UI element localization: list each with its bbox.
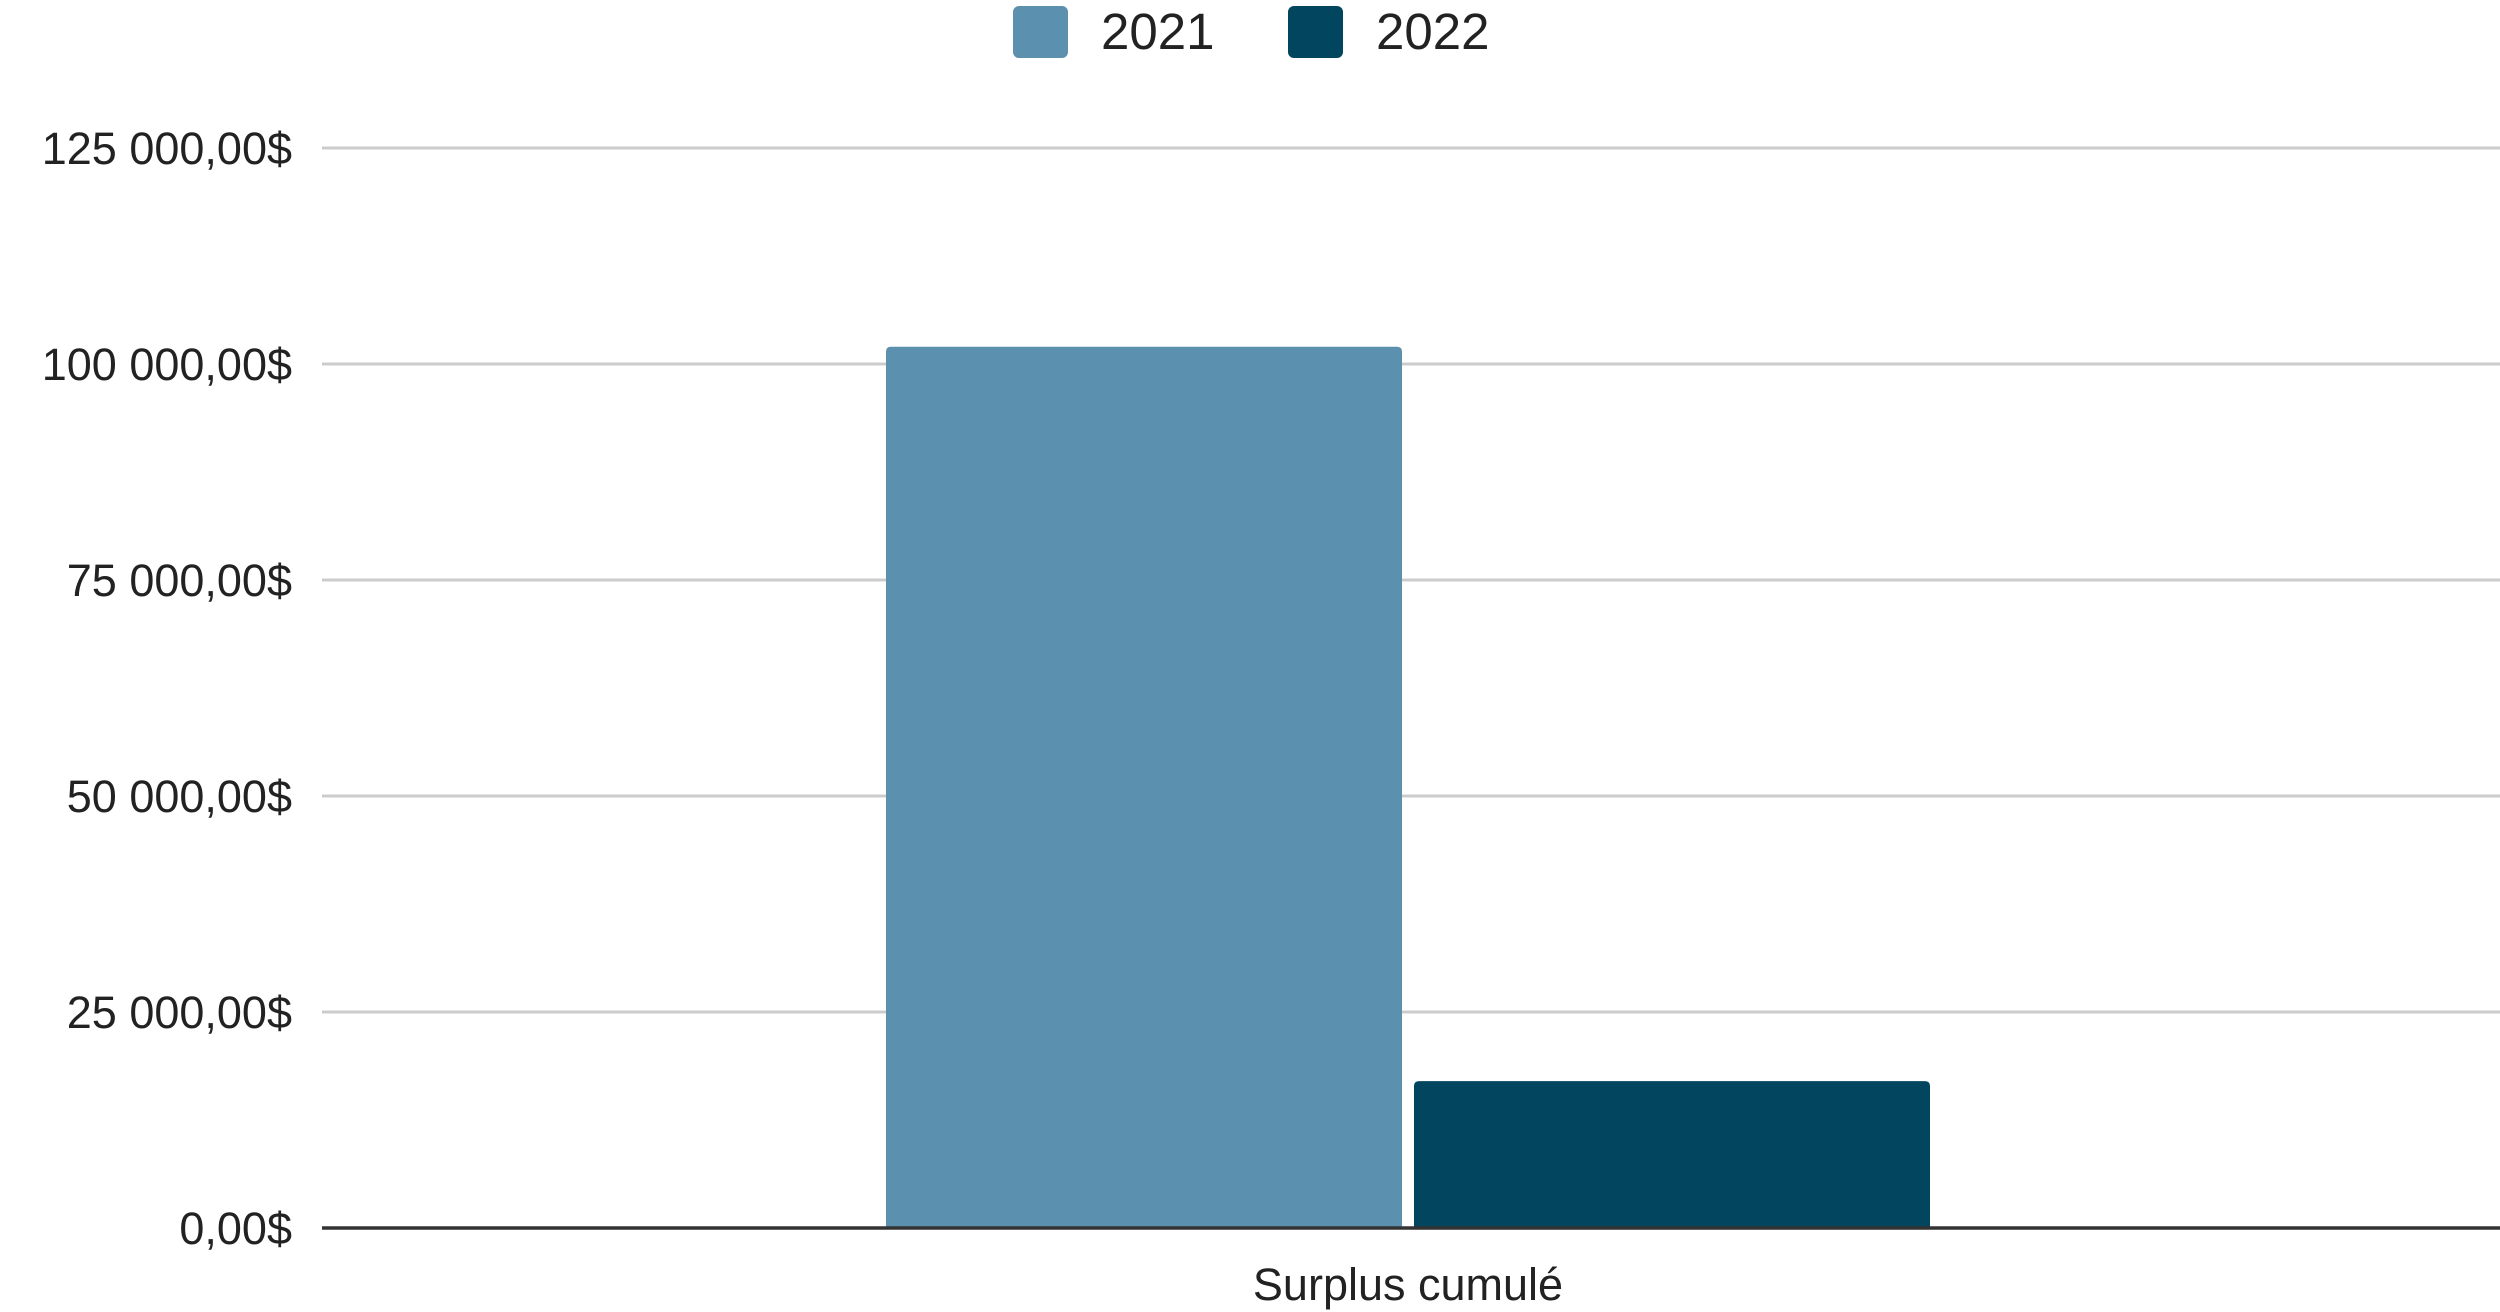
- bars: [886, 346, 1930, 1229]
- legend-item-2021[interactable]: 2021: [1013, 3, 1214, 60]
- gridlines: [322, 146, 2500, 1014]
- y-axis-tick-labels: 0,00$ 25 000,00$ 50 000,00$ 75 000,00$ 100 0…: [42, 123, 292, 1254]
- y-tick-label: 25 000,00$: [67, 987, 292, 1038]
- x-category-label: Surplus cumulé: [1253, 1259, 1563, 1310]
- y-tick-label: 50 000,00$: [67, 771, 292, 822]
- legend[interactable]: 2021 2022: [1013, 3, 1489, 60]
- bar-2021[interactable]: [886, 346, 1402, 1229]
- legend-label: 2022: [1376, 3, 1489, 60]
- legend-item-2022[interactable]: 2022: [1288, 3, 1489, 60]
- y-tick-label: 0,00$: [179, 1203, 292, 1254]
- x-axis-category-labels: Surplus cumulé: [1253, 1259, 1563, 1310]
- legend-swatch: [1013, 6, 1068, 58]
- bar-2022[interactable]: [1414, 1081, 1930, 1228]
- y-tick-label: 100 000,00$: [42, 339, 292, 390]
- y-tick-label: 75 000,00$: [67, 555, 292, 606]
- legend-swatch: [1288, 6, 1343, 58]
- legend-label: 2021: [1101, 3, 1214, 60]
- y-tick-label: 125 000,00$: [42, 123, 292, 174]
